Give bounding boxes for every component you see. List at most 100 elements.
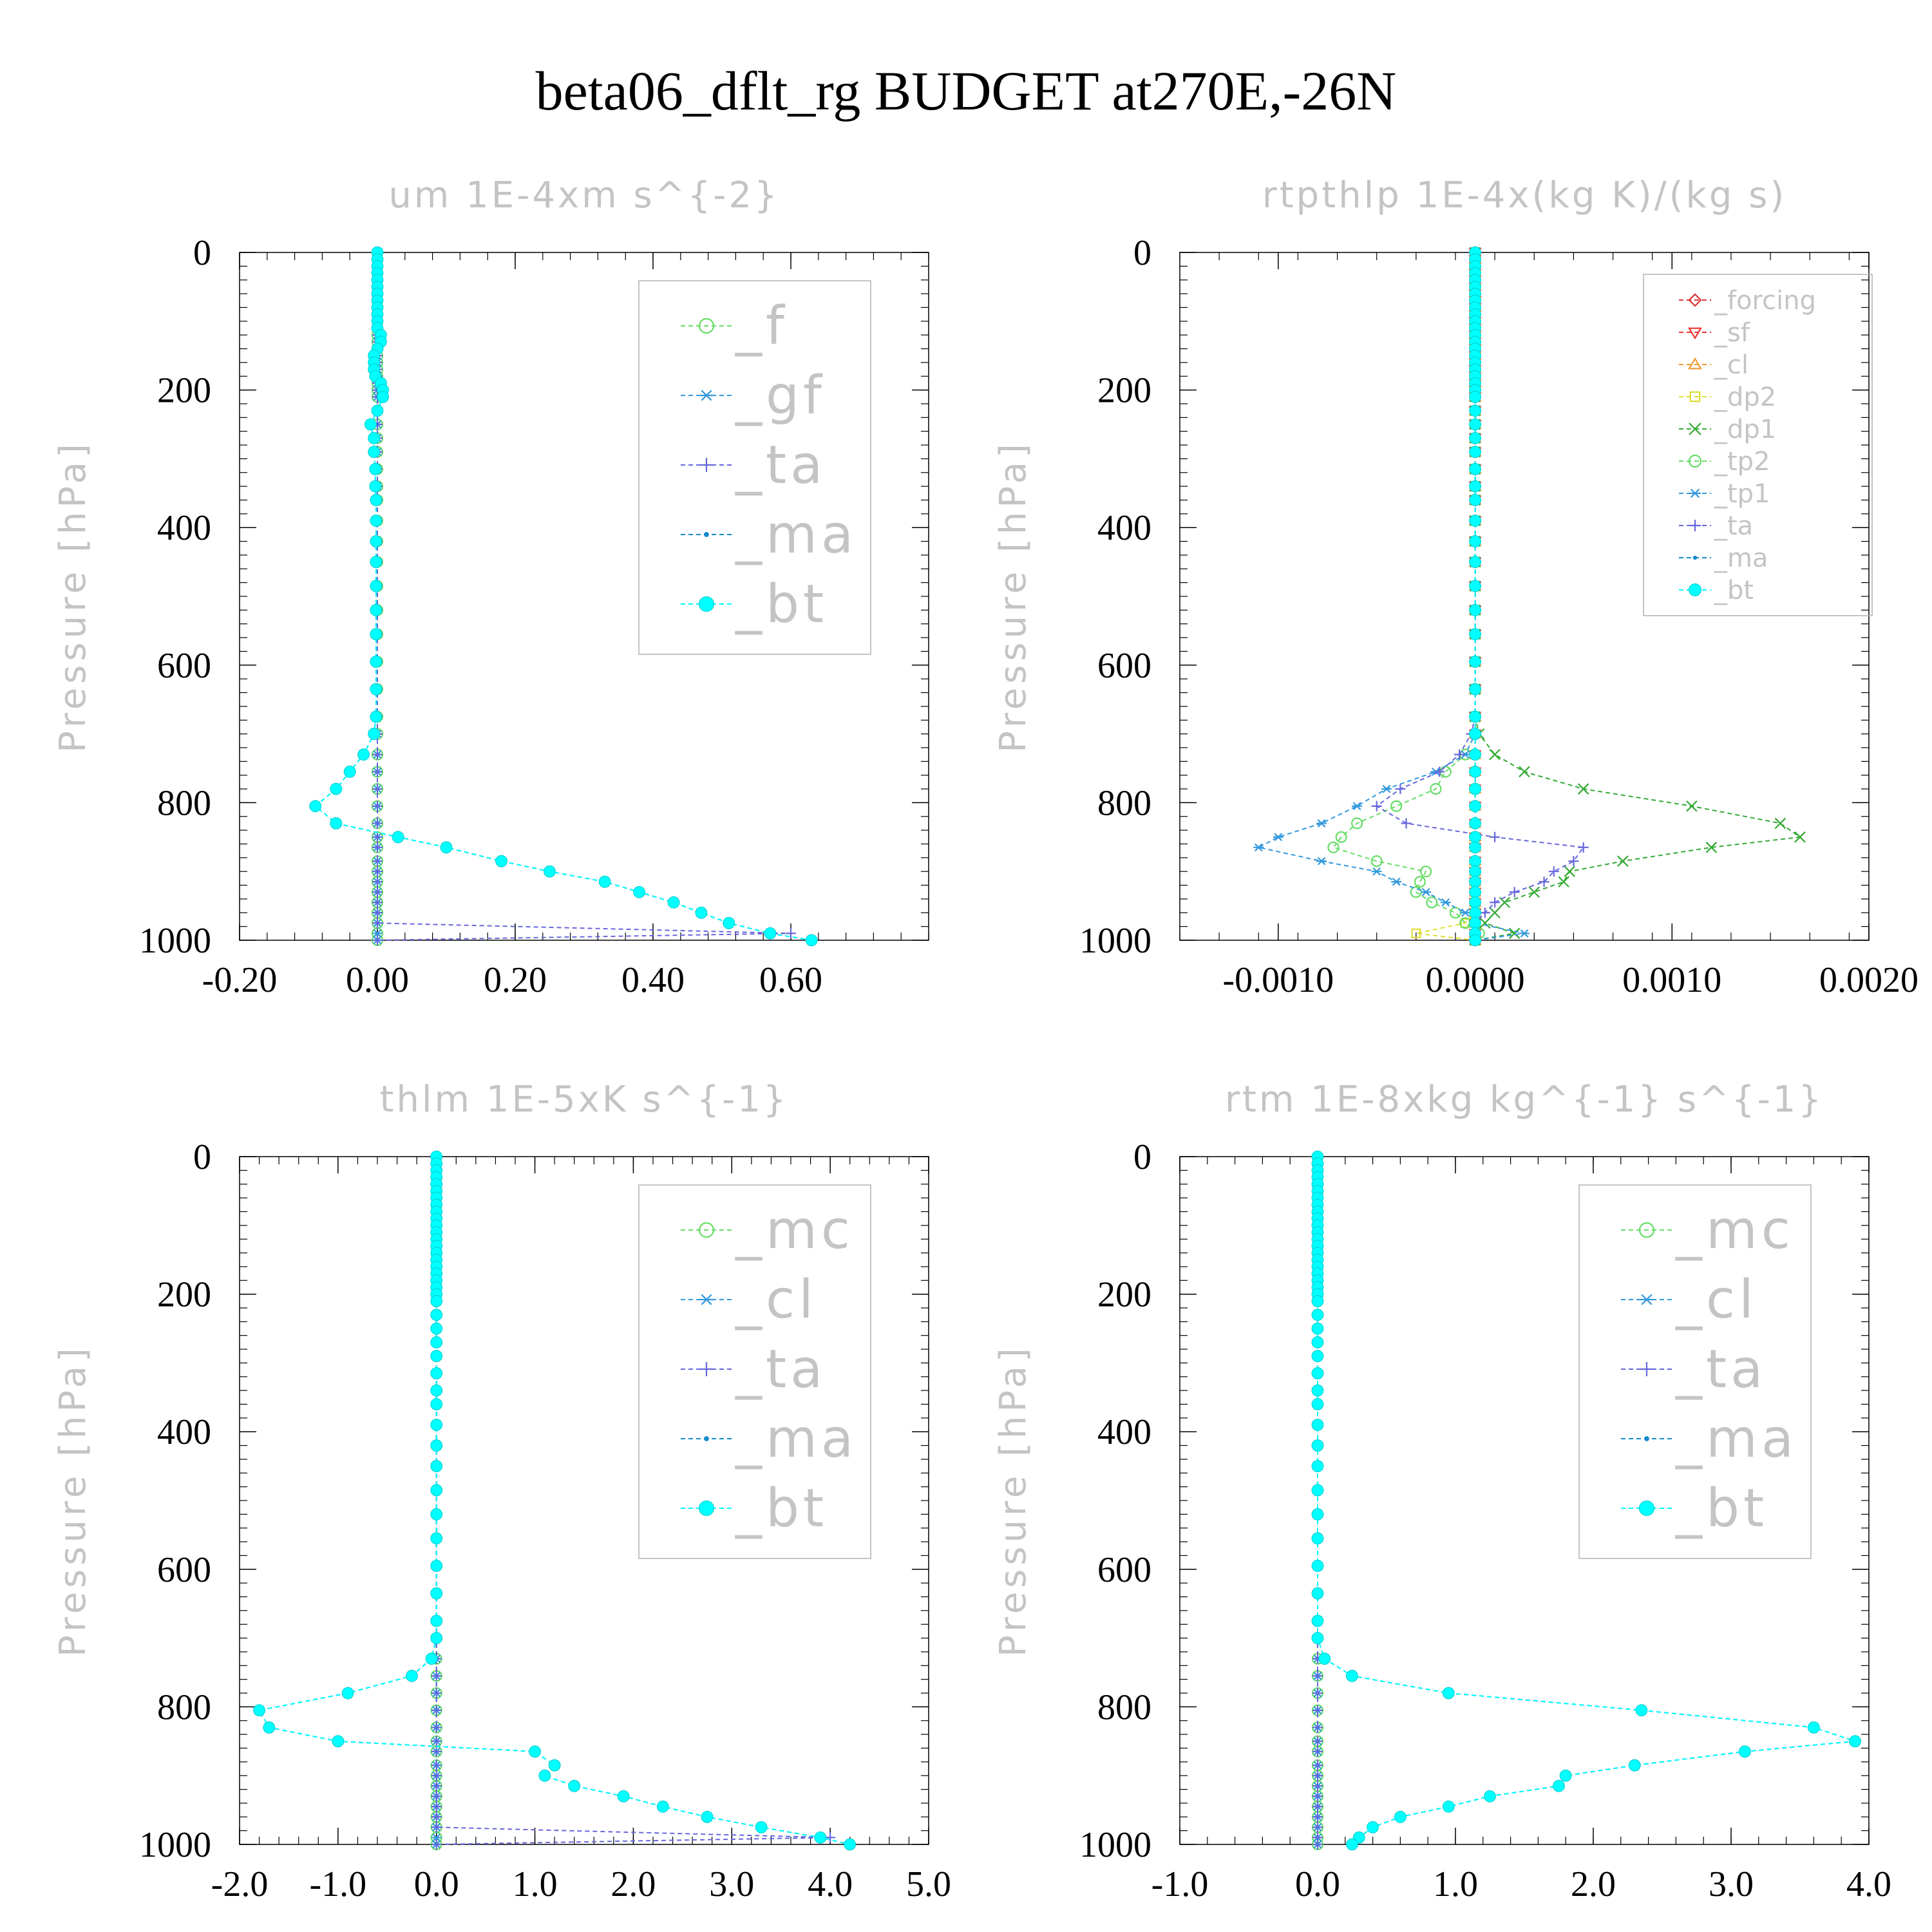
data-point bbox=[1460, 908, 1471, 917]
data-point bbox=[1479, 907, 1490, 918]
data-point bbox=[370, 683, 383, 696]
data-point bbox=[1489, 748, 1501, 761]
data-point bbox=[1469, 906, 1481, 919]
data-point bbox=[1499, 896, 1511, 909]
data-point bbox=[1686, 800, 1698, 812]
data-point bbox=[1774, 817, 1786, 829]
data-point bbox=[1442, 1687, 1455, 1700]
legend-marker bbox=[699, 1294, 714, 1305]
data-point bbox=[431, 1736, 442, 1747]
data-point bbox=[1479, 917, 1491, 929]
legend-label: _tp2 bbox=[1714, 447, 1770, 477]
legend-marker bbox=[1689, 583, 1701, 596]
data-point bbox=[370, 515, 383, 527]
data-point bbox=[1628, 1759, 1641, 1772]
legend-label: _tp1 bbox=[1714, 479, 1770, 509]
legend-label: _ta bbox=[735, 1339, 826, 1400]
legend-marker bbox=[699, 390, 714, 401]
legend-label: _bt bbox=[1714, 576, 1754, 605]
legend-box bbox=[1578, 1184, 1812, 1559]
data-point bbox=[1327, 841, 1340, 853]
data-point bbox=[430, 1336, 443, 1349]
data-point bbox=[431, 1770, 442, 1781]
data-point bbox=[844, 1838, 857, 1851]
data-point bbox=[263, 1721, 276, 1734]
data-point bbox=[330, 782, 343, 795]
data-point bbox=[431, 1801, 442, 1812]
data-point bbox=[1469, 418, 1481, 431]
data-point bbox=[1484, 1790, 1496, 1803]
data-point bbox=[1578, 842, 1589, 853]
x-tick-label: 0.0 bbox=[1295, 1864, 1340, 1904]
x-tick-label: 1.0 bbox=[513, 1864, 558, 1904]
y-tick-label: 800 bbox=[1097, 783, 1151, 823]
data-point bbox=[1469, 603, 1481, 616]
legend-marker bbox=[698, 596, 715, 612]
data-point bbox=[1312, 1812, 1323, 1823]
y-tick-label: 1000 bbox=[1079, 921, 1151, 961]
x-tick-label: -0.0010 bbox=[1223, 960, 1334, 1000]
data-point bbox=[1312, 1781, 1323, 1792]
data-point bbox=[1312, 1746, 1323, 1757]
x-tick-label: 0.0000 bbox=[1426, 960, 1525, 1000]
legend-marker bbox=[1638, 1500, 1655, 1517]
data-point bbox=[430, 1615, 443, 1627]
data-point bbox=[633, 886, 646, 898]
legend-label: _bt bbox=[735, 574, 828, 635]
legend-label: _ma bbox=[735, 504, 857, 565]
legend-marker bbox=[1688, 454, 1702, 468]
legend-marker bbox=[1640, 1362, 1654, 1376]
legend-marker bbox=[1688, 357, 1702, 370]
data-point bbox=[1312, 1770, 1323, 1781]
data-point bbox=[368, 431, 381, 444]
y-tick-label: 600 bbox=[157, 646, 211, 686]
data-point bbox=[1469, 896, 1481, 909]
legend-marker bbox=[698, 1222, 715, 1238]
legend: _f _gf _ta _ma _bt bbox=[638, 280, 871, 655]
data-point bbox=[364, 418, 377, 431]
data-point bbox=[1335, 831, 1347, 843]
data-point bbox=[1311, 1336, 1324, 1349]
legend-marker bbox=[1644, 1436, 1649, 1441]
data-point bbox=[431, 1781, 442, 1792]
data-point bbox=[1635, 1704, 1648, 1717]
data-point bbox=[431, 1671, 442, 1681]
data-point bbox=[341, 1687, 354, 1700]
data-point bbox=[370, 710, 383, 723]
data-point bbox=[805, 934, 818, 947]
data-point bbox=[1440, 898, 1451, 907]
legend-box bbox=[1643, 274, 1873, 616]
data-point bbox=[1312, 1688, 1323, 1699]
data-point bbox=[1312, 1760, 1323, 1771]
data-point bbox=[430, 1322, 443, 1335]
legend-label: _bt bbox=[735, 1478, 828, 1539]
y-tick-label: 400 bbox=[1097, 508, 1151, 548]
data-point bbox=[1469, 494, 1481, 506]
data-point bbox=[430, 1632, 443, 1645]
data-point bbox=[723, 916, 735, 929]
y-axis-label: Pressure [hPa] bbox=[52, 1344, 94, 1657]
legend-box bbox=[638, 280, 871, 655]
legend-marker bbox=[1689, 488, 1701, 498]
data-point bbox=[1469, 855, 1481, 867]
data-point bbox=[656, 1800, 669, 1813]
series-line bbox=[1416, 252, 1476, 941]
x-tick-label: 4.0 bbox=[808, 1864, 853, 1904]
data-point bbox=[1469, 817, 1481, 829]
series-bt bbox=[1311, 1150, 1862, 1851]
x-tick-label: 0.00 bbox=[346, 960, 409, 1000]
series-bt bbox=[309, 246, 818, 947]
data-point bbox=[372, 887, 383, 898]
data-point bbox=[1411, 928, 1421, 938]
data-point bbox=[430, 1560, 443, 1572]
data-point bbox=[598, 875, 611, 888]
x-tick-label: 0.0020 bbox=[1819, 960, 1918, 1000]
data-point bbox=[1316, 857, 1327, 866]
data-point bbox=[430, 1439, 443, 1452]
data-point bbox=[430, 1484, 443, 1497]
figure-title: beta06_dflt_rg BUDGET at270E,-26N bbox=[536, 60, 1397, 122]
data-point bbox=[1391, 877, 1402, 886]
data-point bbox=[430, 1460, 443, 1473]
data-point bbox=[430, 1309, 443, 1321]
data-point bbox=[1312, 1801, 1323, 1812]
